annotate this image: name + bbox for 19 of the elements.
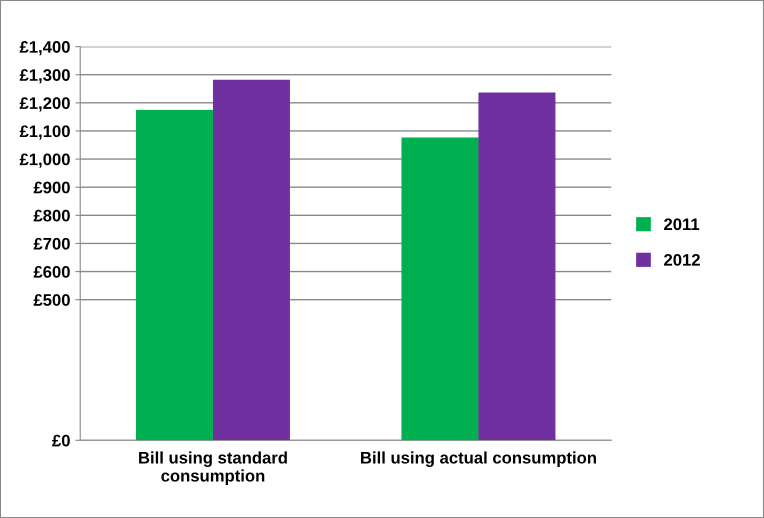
legend-label: 2011: [664, 218, 700, 230]
y-tick-label: £700: [34, 238, 70, 250]
y-tick-label: £600: [34, 266, 70, 278]
bar: [212, 80, 290, 440]
y-tick-label: £1,400: [20, 41, 70, 56]
legend-label: 2012: [664, 254, 700, 266]
x-tick-label: Bill using actual consumption: [361, 451, 596, 468]
y-tick-label: £500: [34, 294, 70, 306]
bar: [401, 137, 478, 440]
bar: [478, 92, 556, 440]
y-tick-label: £1,100: [20, 125, 70, 140]
x-tick-label: Bill using standard consumption: [139, 451, 287, 485]
y-tick-label: £800: [34, 210, 70, 222]
y-tick-label: £1,300: [20, 69, 70, 84]
y-tick-label: £1,000: [20, 154, 70, 168]
bar: [136, 110, 213, 440]
y-tick-label: £1,200: [20, 97, 70, 112]
y-tick-label: £900: [34, 182, 70, 194]
y-tick-label: £0: [52, 434, 70, 447]
